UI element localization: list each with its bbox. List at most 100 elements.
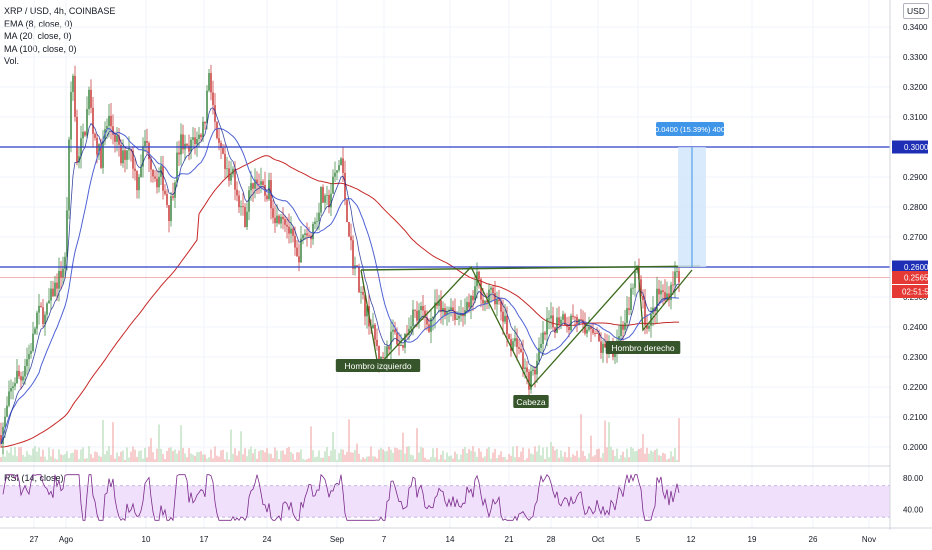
volume-bar	[186, 457, 188, 462]
volume-bar	[470, 450, 472, 462]
candle-body	[196, 138, 198, 145]
volume-bar	[180, 425, 182, 462]
candle-body	[416, 310, 418, 321]
candle-body	[546, 318, 548, 335]
candle-body	[274, 217, 276, 224]
candle-body	[402, 344, 404, 348]
candle-body	[524, 367, 526, 369]
candle-body	[600, 341, 602, 353]
volume-bar	[632, 448, 634, 462]
candle-body	[634, 269, 636, 288]
candle-body	[648, 325, 650, 329]
volume-bar	[64, 454, 66, 462]
countdown-box	[892, 285, 928, 298]
candle-body	[282, 216, 284, 220]
candle-body	[152, 169, 154, 177]
candle-body	[194, 137, 196, 145]
volume-bar	[256, 458, 258, 462]
volume-bar	[374, 456, 376, 462]
volume-bar	[390, 449, 392, 462]
volume-bar	[300, 449, 302, 462]
candle-body	[244, 207, 246, 228]
candle-body	[548, 318, 550, 320]
volume-bar	[168, 447, 170, 462]
candle-body	[624, 322, 626, 330]
candle-body	[232, 168, 234, 175]
x-tick-label: 12	[687, 535, 696, 544]
candle-body	[372, 324, 374, 329]
volume-bar	[80, 449, 82, 462]
volume-bar	[318, 450, 320, 462]
volume-bar	[406, 446, 408, 462]
volume-bar	[334, 449, 336, 462]
candle-body	[424, 310, 426, 318]
volume-bar	[572, 454, 574, 462]
legend-ma100[interactable]: MA (100, close, 0)	[4, 43, 77, 54]
volume-bar	[220, 450, 222, 462]
volume-bar	[496, 458, 498, 462]
volume-bar	[34, 446, 36, 462]
volume-bar	[438, 459, 440, 462]
volume-bar	[212, 458, 214, 462]
candle-body	[378, 345, 380, 361]
legend-ma20[interactable]: MA (20, close, 0)	[4, 31, 72, 41]
candle-body	[330, 193, 332, 208]
volume-bar	[22, 454, 24, 462]
candle-body	[228, 168, 230, 181]
candle-body	[86, 109, 88, 136]
volume-bar	[78, 458, 80, 462]
candle-body	[278, 215, 280, 224]
legend-volume[interactable]: Vol.	[4, 56, 20, 66]
volume-bar	[454, 451, 456, 462]
volume-bar	[8, 452, 10, 462]
candle-body	[552, 315, 554, 328]
candle-body	[222, 148, 224, 154]
candle-body	[276, 215, 278, 224]
volume-bar	[282, 450, 284, 462]
horizontal-lines	[0, 146, 890, 278]
candle-body	[34, 328, 36, 334]
volume-bar	[658, 455, 660, 462]
candle-body	[578, 319, 580, 325]
volume-bar	[532, 454, 534, 462]
volume-bar	[86, 458, 88, 462]
candle-body	[300, 238, 302, 263]
volume-bar	[492, 452, 494, 462]
volume-bar	[156, 448, 158, 462]
volume-bar	[302, 458, 304, 462]
x-tick-label: Oct	[592, 535, 605, 544]
candle-body	[112, 126, 114, 135]
candle-body	[660, 290, 662, 295]
x-tick-label: 14	[446, 535, 455, 544]
legend-ema[interactable]: EMA (8, close, 0)	[4, 18, 73, 29]
currency-button[interactable]: USD	[903, 3, 929, 19]
volume-bar	[480, 451, 482, 462]
candle-body	[644, 300, 646, 326]
x-tick-label: Nov	[862, 535, 876, 544]
candle-body	[186, 143, 188, 146]
y-tick-label: 0.2800	[903, 203, 928, 212]
pattern-label-box	[335, 359, 421, 372]
volume-bar	[404, 453, 406, 462]
volume-bar	[192, 454, 194, 462]
volume-bar	[624, 457, 626, 462]
candle-body	[56, 282, 58, 289]
candle-body	[156, 178, 158, 188]
volume-bar	[662, 452, 664, 462]
candle-body	[32, 333, 34, 351]
volume-bar	[20, 447, 22, 462]
volume-bar	[160, 448, 162, 462]
candle-body	[346, 200, 348, 223]
volume-bar	[264, 452, 266, 462]
x-tick-label: 17	[200, 535, 209, 544]
volume-bar	[566, 457, 568, 462]
candle-body	[84, 131, 86, 136]
candle-body	[198, 134, 200, 139]
rsi-tick-label: 40.00	[903, 505, 924, 514]
volume-bar	[228, 459, 230, 462]
volume-bar	[176, 453, 178, 462]
candle-body	[250, 183, 252, 191]
candle-body	[586, 329, 588, 334]
volume-bar	[242, 454, 244, 462]
